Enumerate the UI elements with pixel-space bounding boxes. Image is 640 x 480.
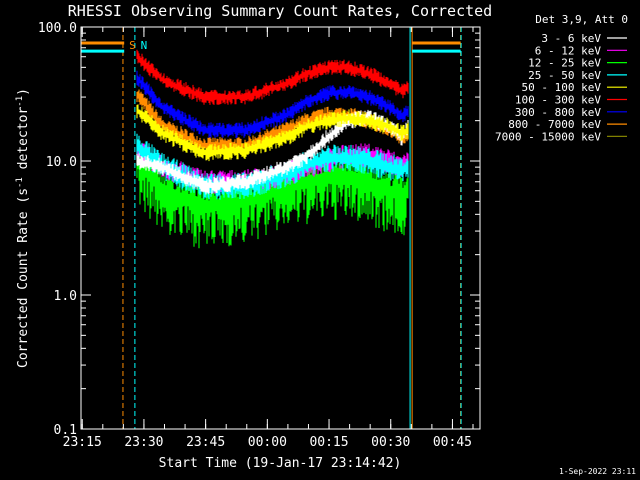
x-axis-label: Start Time (19-Jan-17 23:14:42): [159, 456, 402, 471]
x-tick-label-0: 23:15: [63, 435, 102, 450]
series-100-300kev: [136, 49, 409, 105]
x-tick-label-3: 00:00: [248, 435, 287, 450]
legend-label-5: 100 - 300 keV: [515, 94, 601, 107]
series-50-100kev: [136, 104, 409, 162]
x-tick-label-1: 23:30: [124, 435, 163, 450]
footer-timestamp: 1-Sep-2022 23:11: [559, 467, 636, 476]
x-tick-label-4: 00:15: [309, 435, 348, 450]
legend-label-1: 6 - 12 keV: [535, 44, 602, 57]
annotation-n: N: [141, 39, 148, 52]
chart-title: RHESSI Observing Summary Count Rates, Co…: [68, 2, 492, 20]
chart-ticks: 0.1 1.0 10.0 100.0 23:15 23:30 23:45 00:00 00:15…: [38, 21, 480, 450]
legend-label-4: 50 - 100 keV: [522, 81, 602, 94]
y-tick-label-0: 0.1: [54, 423, 77, 438]
trace-5: [136, 49, 409, 105]
legend-header: Det 3,9, Att 0: [535, 13, 628, 26]
y-tick-label-1: 1.0: [54, 289, 77, 304]
legend-label-6: 300 - 800 keV: [515, 106, 601, 119]
series-300-800kev: [136, 70, 409, 138]
trace-6: [136, 70, 409, 138]
plot-frame: [80, 26, 481, 430]
legend-label-8: 7000 - 15000 keV: [495, 130, 601, 143]
y-tick-label-2: 10.0: [46, 155, 77, 170]
legend-label-2: 12 - 25 keV: [528, 57, 601, 70]
chart-axes: [80, 26, 481, 430]
legend-label-3: 25 - 50 keV: [528, 69, 601, 82]
x-tick-label-5: 00:30: [371, 435, 410, 450]
legend-label-7: 800 - 7000 keV: [508, 118, 601, 131]
annotation-s: S: [129, 39, 136, 52]
x-tick-label-2: 23:45: [186, 435, 225, 450]
y-tick-label-3: 100.0: [38, 21, 77, 36]
legend-label-0: 3 - 6 keV: [541, 32, 601, 45]
trace-4: [136, 104, 409, 162]
y-axis-label: Corrected Count Rate (s-1 detector-1): [15, 88, 31, 368]
x-tick-label-6: 00:45: [433, 435, 472, 450]
